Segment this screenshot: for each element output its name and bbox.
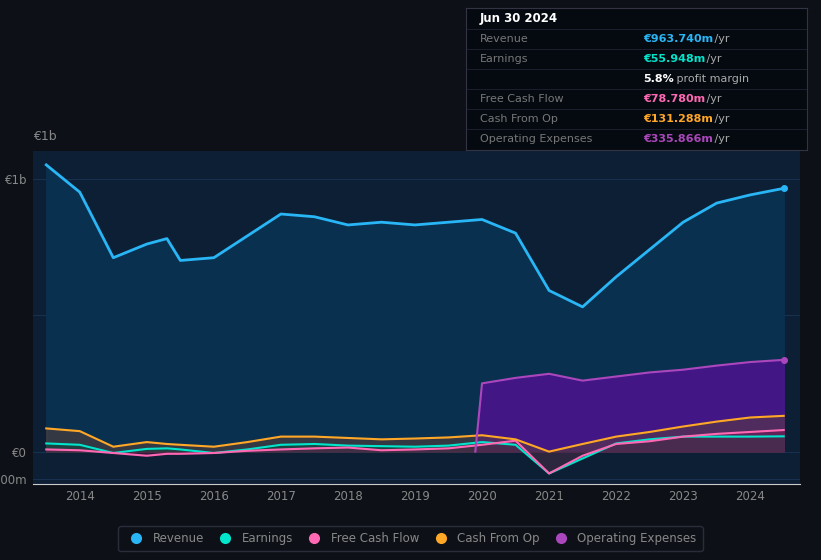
Text: /yr: /yr (711, 134, 730, 144)
Text: €78.780m: €78.780m (644, 94, 705, 104)
Text: €963.740m: €963.740m (644, 34, 713, 44)
Text: /yr: /yr (711, 114, 730, 124)
Text: €1b: €1b (33, 130, 57, 143)
Text: /yr: /yr (704, 54, 722, 64)
Text: Operating Expenses: Operating Expenses (480, 134, 592, 144)
Text: Cash From Op: Cash From Op (480, 114, 557, 124)
Text: Earnings: Earnings (480, 54, 529, 64)
Text: €131.288m: €131.288m (644, 114, 713, 124)
Text: €55.948m: €55.948m (644, 54, 706, 64)
Text: €335.866m: €335.866m (644, 134, 713, 144)
Text: Revenue: Revenue (480, 34, 529, 44)
Text: 5.8%: 5.8% (644, 74, 674, 84)
Text: /yr: /yr (704, 94, 722, 104)
Text: profit margin: profit margin (673, 74, 750, 84)
Legend: Revenue, Earnings, Free Cash Flow, Cash From Op, Operating Expenses: Revenue, Earnings, Free Cash Flow, Cash … (118, 526, 703, 551)
Text: Free Cash Flow: Free Cash Flow (480, 94, 563, 104)
Text: Jun 30 2024: Jun 30 2024 (480, 12, 558, 25)
Text: /yr: /yr (711, 34, 730, 44)
